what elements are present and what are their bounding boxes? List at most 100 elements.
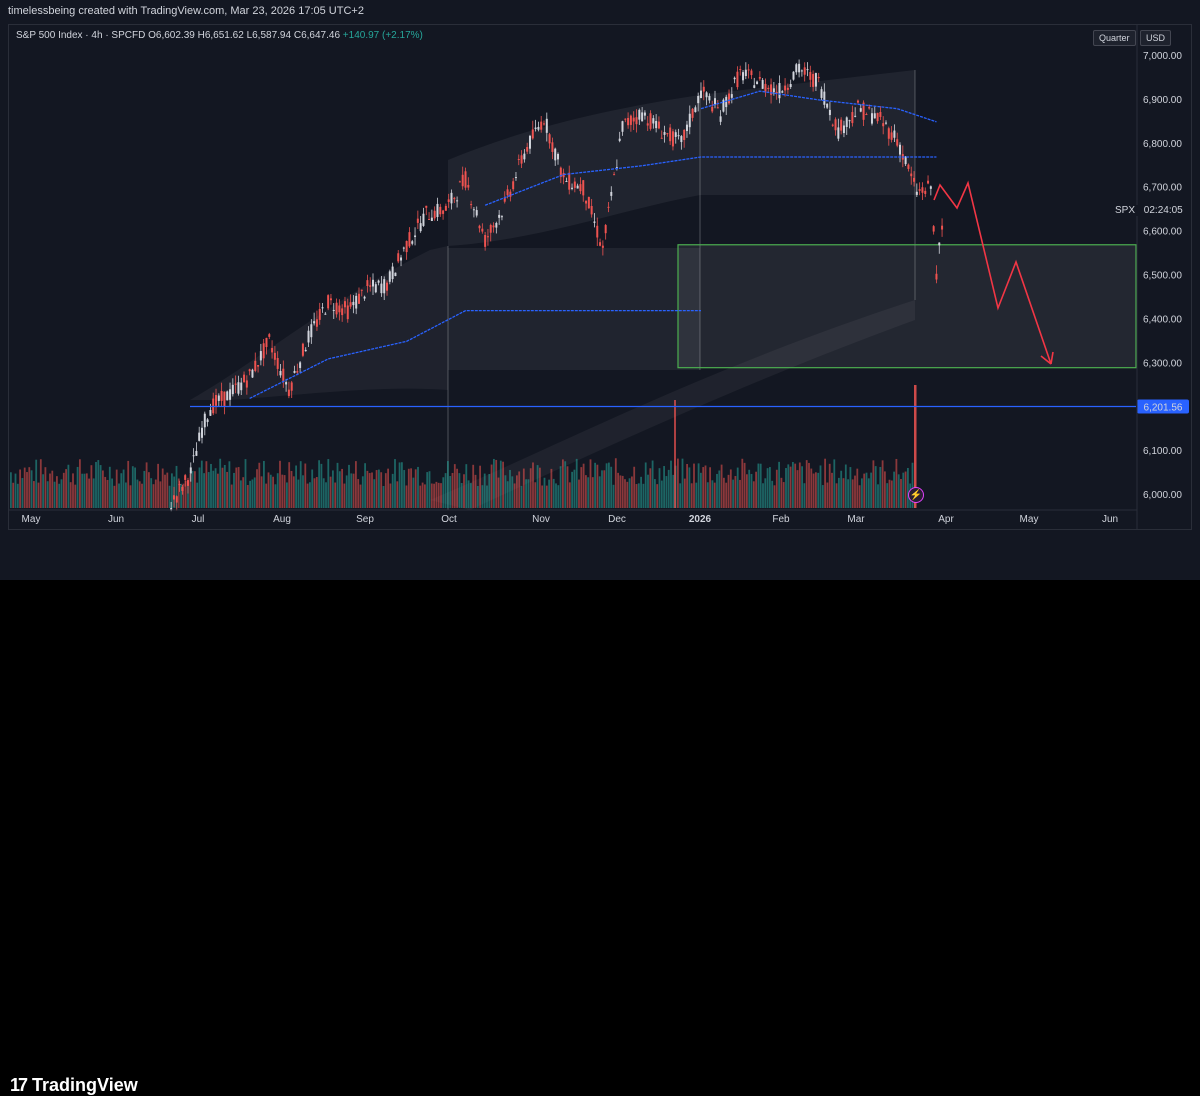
volume-bar — [635, 484, 638, 508]
symbol-info: S&P 500 Index · 4h · SPCFD O6,602.39 H6,… — [16, 30, 423, 41]
chart-panel[interactable] — [8, 24, 1192, 530]
volume-bar — [541, 485, 544, 508]
candle-body — [610, 191, 613, 196]
volume-bar — [361, 476, 364, 508]
candle-body — [632, 117, 635, 122]
volume-bar — [787, 464, 790, 508]
volume-bar — [288, 462, 291, 508]
volume-bar — [99, 465, 102, 508]
volume-bar — [164, 474, 166, 508]
volume-bar — [808, 462, 810, 508]
candle-body — [685, 124, 688, 132]
quarter-button[interactable]: Quarter — [1093, 30, 1136, 46]
volume-bar — [815, 472, 817, 508]
volume-bar — [313, 478, 316, 508]
candle-body — [265, 337, 268, 348]
volume-bar — [849, 467, 852, 508]
volume-bar — [642, 483, 645, 508]
candles — [170, 59, 944, 512]
candle-body — [299, 362, 302, 368]
candle-body — [360, 289, 363, 291]
volume-bar — [223, 464, 226, 508]
volume-bar — [594, 462, 596, 508]
candle-body — [666, 133, 669, 135]
time-tick-label: Jun — [1102, 514, 1118, 525]
candle-body — [918, 189, 921, 191]
volume-bar — [152, 484, 155, 508]
volume-bar — [881, 460, 884, 508]
volume-bar — [575, 458, 578, 508]
volume-bar — [447, 461, 449, 508]
candle-body — [865, 114, 868, 116]
volume-bar — [723, 477, 725, 508]
projection-line — [933, 180, 1052, 365]
candle-body — [537, 126, 540, 130]
candle-body — [215, 395, 218, 406]
volume-bar — [706, 482, 709, 508]
candle-body — [593, 221, 596, 223]
volume-bar — [240, 480, 242, 508]
volume-bar — [741, 458, 744, 508]
volume-bar — [306, 483, 309, 508]
price-tick-label: 6,600.00 — [1143, 227, 1182, 238]
volume-bar — [683, 478, 686, 508]
candle-body — [859, 108, 862, 112]
candle-body — [697, 95, 700, 104]
candle-body — [391, 266, 394, 280]
volume-bar — [246, 485, 249, 508]
tradingview-logo[interactable]: 17 TradingView — [10, 1075, 138, 1096]
volume-bar — [444, 473, 447, 508]
volume-bar — [640, 476, 642, 508]
volume-bar — [210, 463, 212, 508]
candle-body — [324, 313, 327, 315]
candle-body — [677, 135, 680, 137]
candle-body — [335, 302, 338, 315]
lightning-icon[interactable]: ⚡ — [908, 487, 924, 503]
volume-bar — [536, 465, 539, 508]
candle-body — [587, 196, 590, 209]
candle-body — [450, 192, 453, 204]
volume-bar — [145, 462, 148, 508]
volume-bar — [601, 470, 603, 508]
volume-bar — [424, 484, 426, 508]
volume-bar — [826, 482, 829, 508]
candle-body — [571, 187, 574, 189]
volume-bar — [890, 480, 893, 508]
volume-bar — [26, 472, 28, 508]
candle-body — [472, 209, 475, 211]
candle-body — [714, 98, 716, 105]
candle-body — [938, 242, 941, 246]
volume-bar — [355, 461, 357, 508]
candle-body — [778, 83, 781, 99]
candle-body — [624, 118, 627, 120]
volume-bar — [299, 461, 302, 508]
volume-bar — [838, 477, 840, 508]
volume-bar — [596, 464, 599, 508]
band-area-4 — [430, 300, 915, 510]
volume-bar — [14, 473, 17, 508]
volume-bar — [276, 473, 279, 508]
volume-bar — [235, 467, 238, 508]
currency-button[interactable]: USD — [1140, 30, 1172, 46]
candle-body — [722, 99, 725, 112]
volume-bar — [274, 484, 277, 508]
volume-bar — [792, 462, 794, 508]
volume-bar — [419, 485, 422, 508]
time-tick-label: Apr — [938, 514, 954, 525]
volume-bar — [33, 481, 35, 508]
symbol-name[interactable]: S&P 500 Index · 4h · SPCFD — [16, 30, 146, 41]
volume-bar — [442, 477, 445, 508]
open-value: 6,602.39 — [155, 30, 195, 41]
candle-body — [531, 129, 534, 139]
volume-bar — [803, 483, 806, 508]
volume-bar — [244, 459, 247, 508]
candle-body — [184, 475, 187, 480]
candle-body — [419, 223, 422, 232]
candle-body — [671, 131, 674, 147]
candle-body — [201, 427, 203, 438]
candle-body — [812, 73, 815, 87]
volume-bar — [511, 476, 514, 508]
volume-bar — [320, 463, 323, 508]
candle-body — [817, 77, 820, 79]
volume-bar — [559, 466, 562, 508]
